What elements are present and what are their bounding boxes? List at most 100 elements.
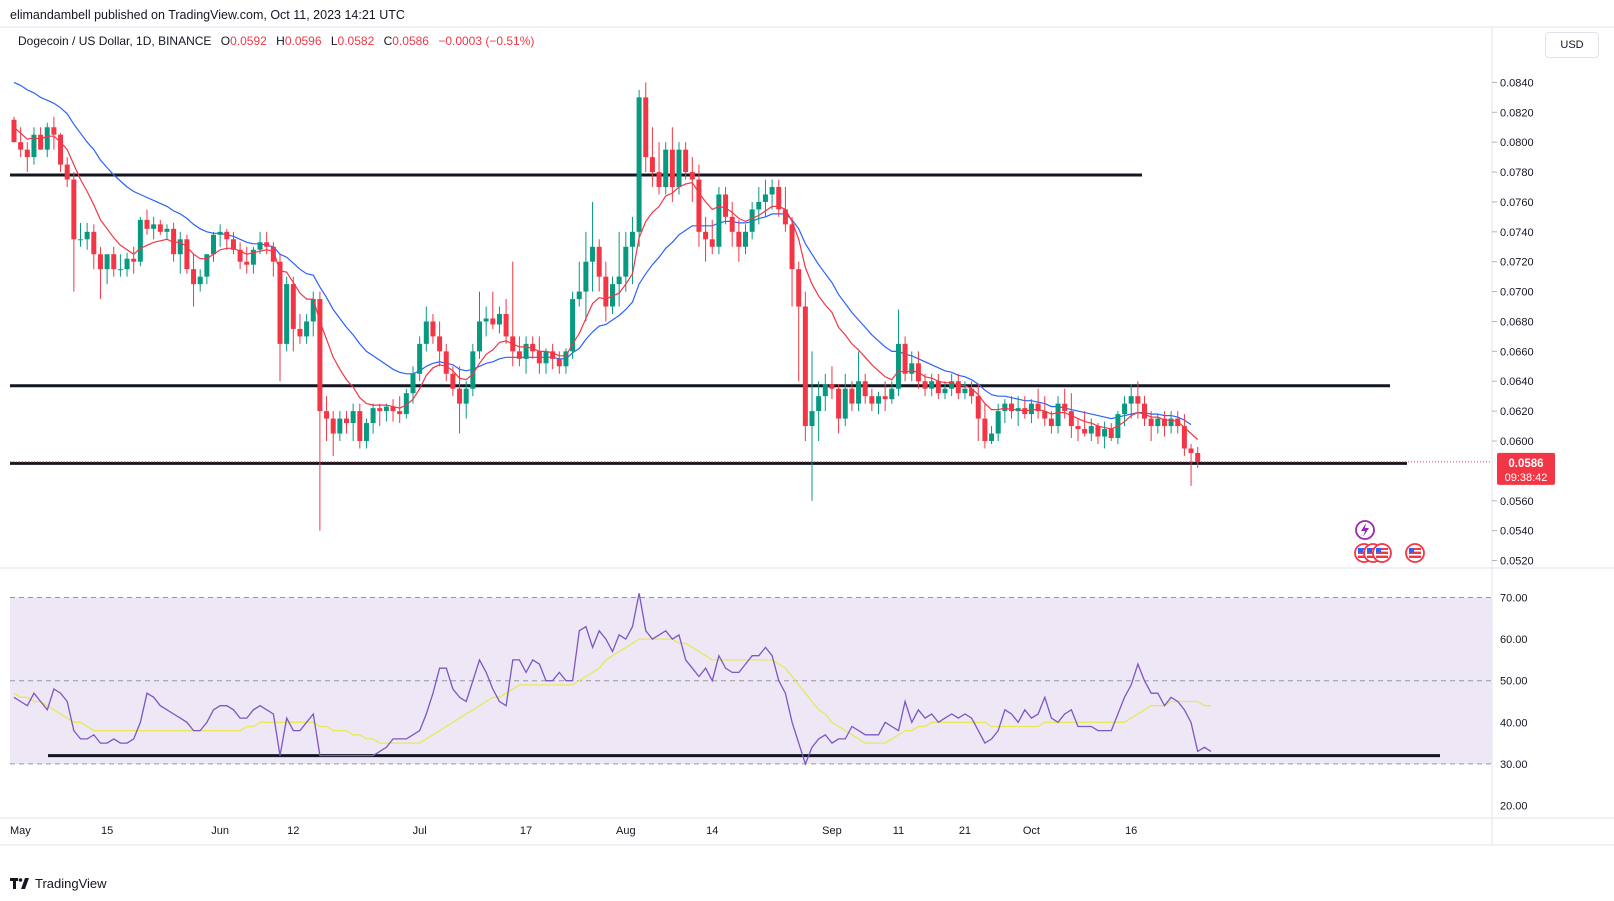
low-value: 0.0582 bbox=[337, 34, 375, 48]
candle-body bbox=[629, 231, 635, 247]
candle bbox=[696, 164, 702, 247]
candle-body bbox=[171, 228, 177, 255]
candle-body bbox=[496, 314, 502, 325]
candle bbox=[270, 242, 276, 277]
candle-body bbox=[410, 373, 416, 394]
us-flag-icon[interactable] bbox=[1372, 543, 1392, 563]
us-flag-icon[interactable] bbox=[1405, 543, 1425, 563]
candle-body bbox=[570, 299, 576, 352]
candle bbox=[942, 381, 948, 400]
candle bbox=[603, 261, 609, 322]
candle bbox=[1102, 421, 1108, 449]
candle-body bbox=[1088, 426, 1094, 434]
price-tick-label: 0.0760 bbox=[1500, 197, 1534, 209]
candle bbox=[536, 336, 542, 374]
candle-body bbox=[516, 351, 522, 359]
candle-body bbox=[483, 318, 489, 322]
candle-body bbox=[1068, 411, 1074, 427]
candle bbox=[31, 127, 37, 165]
symbol-title: Dogecoin / US Dollar, 1D, BINANCE bbox=[18, 34, 212, 48]
candle bbox=[623, 231, 629, 292]
candle-body bbox=[457, 388, 463, 404]
candle-body bbox=[869, 396, 875, 404]
candle bbox=[1088, 418, 1094, 441]
candle bbox=[955, 373, 961, 400]
candle bbox=[337, 411, 343, 441]
tradingview-brand[interactable]: TradingView bbox=[10, 876, 107, 891]
candle bbox=[64, 157, 70, 187]
rsi-tick-label: 60.00 bbox=[1500, 634, 1528, 646]
candle-body bbox=[769, 187, 775, 195]
candle-body bbox=[317, 299, 323, 412]
candle-body bbox=[211, 234, 216, 255]
candle bbox=[264, 231, 270, 255]
candle bbox=[636, 89, 642, 247]
candle-body bbox=[350, 411, 356, 424]
candle bbox=[423, 306, 429, 352]
candle-body bbox=[749, 209, 755, 232]
candle bbox=[663, 142, 669, 195]
rsi-tick-label: 40.00 bbox=[1500, 717, 1528, 729]
candle bbox=[975, 384, 981, 441]
candle-body bbox=[71, 179, 77, 240]
candle-body bbox=[390, 406, 396, 412]
candle-body bbox=[290, 284, 296, 329]
candle bbox=[1148, 411, 1154, 441]
open-value: 0.0592 bbox=[230, 34, 267, 48]
price-tick-label: 0.0840 bbox=[1500, 77, 1534, 89]
candle bbox=[1142, 396, 1147, 427]
candle bbox=[922, 373, 928, 397]
candle-body bbox=[523, 343, 529, 359]
candle bbox=[935, 373, 941, 400]
candle-body bbox=[157, 224, 163, 232]
candle-body bbox=[762, 194, 768, 202]
candle bbox=[410, 366, 416, 404]
candle-body bbox=[610, 284, 615, 307]
candle bbox=[390, 399, 396, 422]
candle-body bbox=[38, 134, 44, 150]
candle bbox=[1035, 388, 1041, 419]
candle-body bbox=[1195, 452, 1201, 462]
time-tick-label: Aug bbox=[616, 825, 636, 837]
candle-body bbox=[383, 406, 389, 412]
candle bbox=[71, 172, 77, 292]
candle-body bbox=[197, 276, 203, 285]
high-value: 0.0596 bbox=[284, 34, 322, 48]
candle-body bbox=[164, 228, 170, 232]
candle bbox=[862, 373, 868, 404]
candle bbox=[151, 216, 157, 240]
candle bbox=[417, 336, 423, 382]
candle bbox=[164, 224, 170, 240]
time-tick-label: 15 bbox=[101, 825, 113, 837]
price-tick-label: 0.0660 bbox=[1500, 346, 1534, 358]
candle bbox=[397, 396, 403, 424]
candle bbox=[842, 373, 848, 427]
candle bbox=[889, 381, 895, 404]
candle bbox=[882, 381, 888, 412]
time-tick-label: 17 bbox=[520, 825, 532, 837]
candle-body bbox=[344, 418, 349, 424]
candle bbox=[184, 234, 190, 274]
brand-label: TradingView bbox=[35, 876, 107, 891]
candle-body bbox=[1095, 426, 1101, 437]
candle-body bbox=[962, 388, 968, 394]
candle-body bbox=[809, 411, 815, 427]
candle bbox=[1002, 399, 1008, 424]
candle-body bbox=[91, 231, 97, 255]
candle bbox=[44, 122, 50, 158]
candle-body bbox=[24, 149, 30, 158]
symbol-legend[interactable]: Dogecoin / US Dollar, 1D, BINANCE O0.059… bbox=[18, 34, 534, 48]
currency-button[interactable]: USD bbox=[1545, 32, 1599, 58]
price-tick-label: 0.0520 bbox=[1500, 556, 1534, 568]
candle-body bbox=[829, 384, 835, 389]
candle bbox=[1075, 418, 1081, 441]
candle-body bbox=[257, 242, 263, 250]
candle bbox=[104, 254, 110, 285]
lightning-icon[interactable] bbox=[1355, 520, 1375, 540]
ema-slow-line bbox=[13, 81, 1192, 426]
time-tick-label: 16 bbox=[1125, 825, 1137, 837]
candle-body bbox=[603, 276, 609, 307]
candle bbox=[583, 231, 589, 322]
candle-body bbox=[676, 149, 682, 187]
